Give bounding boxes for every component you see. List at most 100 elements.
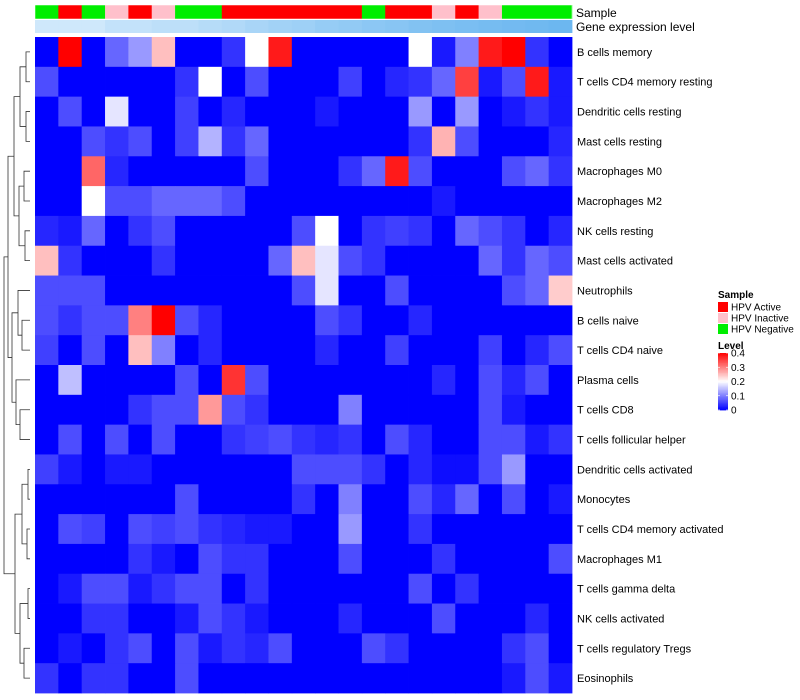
heatmap-cell xyxy=(58,573,83,604)
heatmap-cell xyxy=(385,335,409,366)
heatmap-cell xyxy=(455,215,480,247)
heatmap-cell xyxy=(478,66,503,98)
heatmap-cell xyxy=(478,573,503,604)
heatmap-cell xyxy=(268,365,293,396)
heatmap-cell xyxy=(408,514,433,545)
legend-color-bar-segment xyxy=(718,360,728,362)
heatmap-cell xyxy=(501,484,526,515)
row-label: B cells naive xyxy=(577,315,639,327)
heatmap-cell xyxy=(268,454,293,485)
heatmap-cell xyxy=(245,573,269,604)
heatmap-cell xyxy=(431,305,456,336)
heatmap-cell xyxy=(58,335,83,366)
legend-color-bar-segment xyxy=(718,391,728,394)
heatmap-cell xyxy=(385,365,409,396)
row-label: B cells memory xyxy=(577,47,653,59)
sample-annotation-cell xyxy=(58,5,83,19)
heatmap-cell xyxy=(455,96,480,127)
legend-color-bar-segment xyxy=(718,357,728,360)
legend-color-bar-segment xyxy=(718,371,728,374)
heatmap-cell xyxy=(525,37,550,68)
heatmap-cell xyxy=(58,424,83,455)
heatmap-cell xyxy=(338,156,363,187)
heatmap-cell xyxy=(128,573,153,604)
sample-annotation-cell xyxy=(81,5,106,19)
heatmap-cell xyxy=(175,365,199,396)
heatmap-cell xyxy=(525,215,550,247)
legend-entry-label: HPV Active xyxy=(731,303,781,314)
heatmap-cell xyxy=(408,394,433,426)
heatmap-cell xyxy=(58,365,83,396)
heatmap-cell xyxy=(221,514,246,545)
heatmap-cell xyxy=(501,245,526,276)
heatmap-cell xyxy=(338,424,363,455)
heatmap-cell xyxy=(128,424,153,455)
heatmap-cell xyxy=(478,37,503,68)
heatmap-cell xyxy=(455,156,480,187)
heatmap-cell xyxy=(221,454,246,485)
legend-color-bar-segment xyxy=(718,404,728,407)
heatmap-cell xyxy=(58,37,83,68)
legend-color-bar-segment xyxy=(718,405,728,408)
heatmap-cell xyxy=(431,365,456,396)
heatmap-cell xyxy=(198,215,223,247)
heatmap-cell xyxy=(105,394,129,426)
heatmap-cell xyxy=(338,215,363,247)
heatmap-cell xyxy=(338,484,363,515)
heatmap-cell xyxy=(408,663,433,694)
heatmap-cell xyxy=(361,126,386,157)
heatmap-cell xyxy=(245,215,269,247)
heatmap-cell xyxy=(455,37,480,68)
heatmap-cell xyxy=(245,96,269,127)
heatmap-cell xyxy=(245,186,269,217)
heatmap-cell xyxy=(431,215,456,247)
heatmap-cell xyxy=(151,37,176,68)
legend-color-bar-segment xyxy=(718,390,728,392)
heatmap-cell xyxy=(408,245,433,276)
heatmap-cell xyxy=(245,126,269,157)
heatmap-cell xyxy=(35,305,59,336)
heatmap-cell xyxy=(245,454,269,485)
heatmap-cell xyxy=(198,573,223,604)
heatmap-cell xyxy=(338,96,363,127)
heatmap-cell xyxy=(268,96,293,127)
heatmap-cell xyxy=(525,663,550,694)
heatmap-cell xyxy=(151,96,176,127)
heatmap-cell xyxy=(315,484,339,515)
heatmap-cell xyxy=(478,365,503,396)
heatmap-cell xyxy=(221,275,246,306)
heatmap-cell xyxy=(175,543,199,575)
sample-annotation-cell xyxy=(338,5,363,19)
heatmap-cell xyxy=(245,245,269,276)
legend-color-bar-segment xyxy=(718,362,728,365)
heatmap-cell xyxy=(291,394,316,426)
heatmap-cell xyxy=(501,424,526,455)
heatmap-cell xyxy=(431,603,456,634)
heatmap-cell xyxy=(385,573,409,604)
heatmap-cell xyxy=(35,186,59,217)
heatmap-cell xyxy=(58,663,83,694)
legend-swatch xyxy=(718,313,728,323)
heatmap-cell xyxy=(455,275,480,306)
heatmap-cell xyxy=(361,633,386,664)
heatmap-cell xyxy=(408,484,433,515)
heatmap-cell xyxy=(221,305,246,336)
heatmap-cell xyxy=(105,186,129,217)
heatmap-cell xyxy=(35,573,59,604)
heatmap-cell xyxy=(315,573,339,604)
dendrogram-branch xyxy=(23,170,30,202)
heatmap-cell xyxy=(198,305,223,336)
heatmap-cell xyxy=(548,394,573,426)
heatmap-cell xyxy=(175,126,199,157)
heatmap-cell xyxy=(221,37,246,68)
sample-annotation-cell xyxy=(501,5,526,19)
heatmap-cell xyxy=(478,484,503,515)
heatmap-cell xyxy=(128,96,153,127)
dendrogram-branch xyxy=(19,409,30,440)
heatmap-cell xyxy=(58,186,83,217)
row-dendrogram xyxy=(3,51,30,679)
legend-sample-title: Sample xyxy=(718,290,754,301)
heatmap-cell xyxy=(385,96,409,127)
heatmap-cell xyxy=(361,66,386,98)
heatmap-cell xyxy=(455,126,480,157)
